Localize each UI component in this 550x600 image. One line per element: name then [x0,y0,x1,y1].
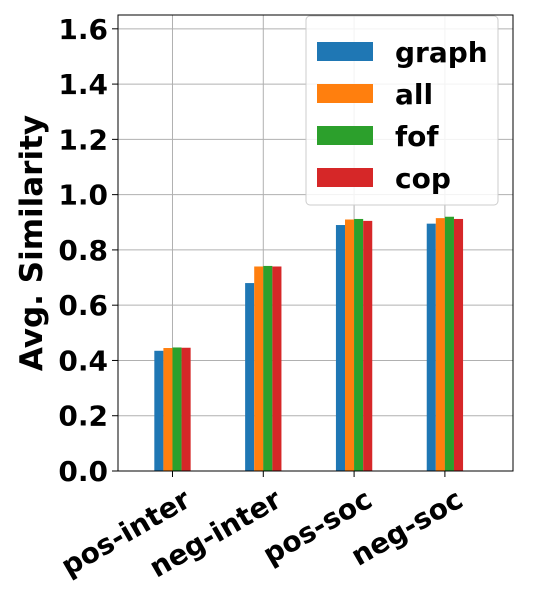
plot-frame [117,14,514,472]
y-tick-label: 1.2 [58,123,108,156]
legend-label-fof: fof [395,120,439,153]
y-tick-label: 0.0 [58,455,108,488]
bar-graph [245,283,255,471]
bar-fof [172,347,182,471]
legend-swatch-all [317,84,373,103]
legend: graph all fof cop [305,15,499,206]
legend-swatch-cop [317,168,373,187]
legend-label-cop: cop [395,162,451,195]
bar-graph [426,223,436,471]
bar-cop [181,347,191,471]
y-tick-label: 1.0 [58,179,108,212]
legend-swatch-graph [317,42,373,61]
bars [154,216,464,471]
bar-all [345,219,355,471]
y-tick-label: 0.8 [58,234,108,267]
y-tick-label: 0.2 [58,400,108,433]
legend-label-graph: graph [395,36,488,69]
y-tick-label: 1.6 [58,13,108,46]
bar-fof [263,265,273,471]
bar-graph [154,350,164,471]
bar-cop [363,220,373,471]
bar-all [254,266,264,471]
bar-graph [335,225,346,471]
bar-fof [444,216,454,471]
legend-swatch-fof [317,126,373,145]
y-tick-label: 1.4 [58,68,108,101]
y-axis-label: Avg. Similarity [14,115,50,371]
y-axis: 0.0 0.2 0.4 0.6 0.8 1.0 1.2 1.4 1.6 [58,13,118,488]
legend-box [305,15,499,206]
y-tick-label: 0.4 [58,344,108,377]
bar-all [435,218,445,471]
bar-all [163,348,173,471]
bar-fof [354,218,364,471]
legend-label-all: all [395,78,433,111]
y-tick-label: 0.6 [58,289,108,322]
bar-cop [272,266,282,471]
bar-cop [453,218,464,471]
